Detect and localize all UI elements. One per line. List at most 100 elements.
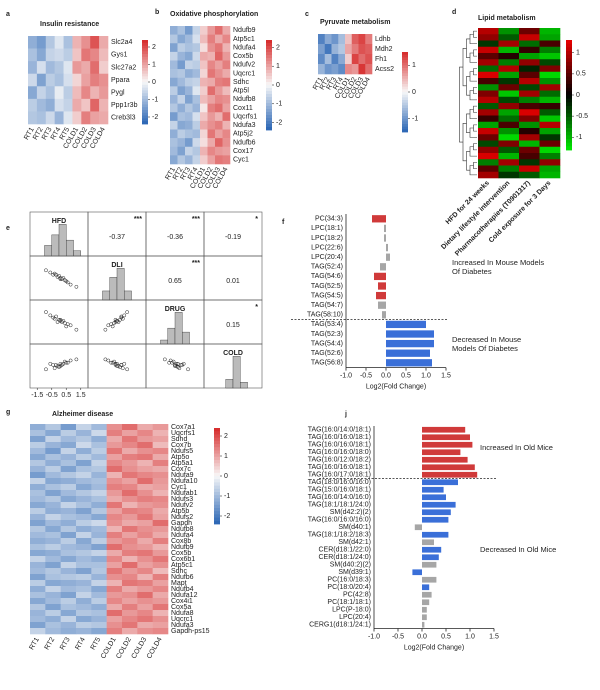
heatmap-cell <box>185 146 193 156</box>
heatmap-cell <box>60 508 77 515</box>
heatmap-cell <box>137 532 153 539</box>
bar <box>422 471 478 478</box>
heatmap-cell <box>152 544 169 551</box>
row-label: Cyc1 <box>171 484 187 491</box>
heatmap-cell <box>539 159 561 166</box>
colorbar-segment <box>142 112 148 116</box>
heatmap-cell <box>539 165 561 173</box>
bar <box>422 614 427 621</box>
heatmap-cell <box>91 622 107 629</box>
colorbar-segment <box>214 517 220 522</box>
colorbar-segment <box>566 131 572 136</box>
scatter-point <box>65 280 70 285</box>
heatmap-cell <box>519 78 540 85</box>
colorbar-segment <box>402 129 408 133</box>
category-label: PC(18:0/20:4) <box>327 584 371 591</box>
heatmap-cell <box>185 86 193 96</box>
scatter-point <box>58 277 63 281</box>
heatmap-cell <box>122 430 138 437</box>
heatmap-cell <box>60 532 77 539</box>
heatmap-cell <box>215 129 223 139</box>
scatter-point <box>58 361 63 366</box>
colorbar-tick-label: 0 <box>152 79 156 86</box>
dendrogram-branch <box>473 162 477 169</box>
category-label: TAG(53:4) <box>311 321 343 328</box>
heatmap-cell <box>207 77 216 87</box>
row-label: Ndufa9 <box>171 472 194 479</box>
colorbar-segment <box>566 106 572 111</box>
colorbar-tick-label: 1 <box>412 62 416 69</box>
heatmap-cell <box>60 454 77 461</box>
heatmap-cell <box>519 171 540 179</box>
row-label: Atp5c1 <box>171 562 193 569</box>
heatmap-cell <box>519 153 540 160</box>
colorbar-tick-label: 1 <box>152 61 156 68</box>
heatmap-cell <box>331 44 339 55</box>
heatmap-cell <box>30 628 46 635</box>
category-label: PC(34:3) <box>315 216 343 223</box>
category-label: CER(d18:1/22:0) <box>318 547 371 554</box>
heatmap-cell <box>106 574 123 581</box>
category-label: PC(18:1/18:1) <box>327 599 371 606</box>
bar <box>422 449 461 456</box>
row-label: Ndufa3 <box>233 122 256 129</box>
heatmap-cell <box>54 86 64 100</box>
heatmap-cell <box>28 111 38 125</box>
colorbar-segment <box>266 70 272 74</box>
heatmap-cell <box>106 424 123 431</box>
heatmap-cell <box>91 508 107 515</box>
colorbar-segment <box>402 68 408 72</box>
column-label: RT2 <box>44 636 57 651</box>
heatmap-cell <box>45 73 55 87</box>
heatmap-cell <box>63 73 73 87</box>
colorbar-segment <box>214 450 220 454</box>
heatmap-cell <box>200 103 208 113</box>
heatmap-cell <box>478 153 499 160</box>
category-label: SM(d42:1) <box>338 539 371 546</box>
heatmap-cell <box>539 121 561 129</box>
heatmap-cell <box>137 472 153 479</box>
heatmap-cell <box>81 73 91 87</box>
scatter-point <box>119 315 124 320</box>
heatmap-cell <box>345 34 353 45</box>
bar <box>422 509 451 516</box>
colorbar-segment <box>566 120 572 125</box>
heatmap-cell <box>91 448 107 455</box>
row-label: Cox7b <box>171 442 191 449</box>
row-label: Ndufb9 <box>171 544 194 551</box>
heatmap-cell <box>30 574 46 581</box>
colorbar-segment <box>402 105 408 109</box>
scatter-point <box>119 363 124 367</box>
colorbar-segment <box>266 43 272 47</box>
heatmap-cell <box>45 562 61 569</box>
column-label: COLD4 <box>146 636 164 660</box>
heatmap-cell <box>365 64 373 75</box>
heatmap-cell <box>99 36 109 49</box>
heatmap-cell <box>76 490 92 497</box>
colorbar-segment <box>566 142 572 147</box>
heatmap-cell <box>324 64 332 75</box>
heatmap-cell <box>152 562 169 569</box>
heatmap-cell <box>76 478 92 485</box>
scatter-point <box>103 327 108 332</box>
heatmap-cell <box>122 526 138 533</box>
colorbar-tick-label: 2 <box>152 44 156 51</box>
heatmap-cell <box>122 520 138 527</box>
heatmap-cell <box>60 580 77 587</box>
heatmap-cell <box>177 112 186 122</box>
colorbar-segment <box>214 431 220 435</box>
heatmap-cell <box>106 616 123 623</box>
heatmap-cell <box>478 140 499 148</box>
colorbar-segment <box>214 428 220 432</box>
category-label: LPC(18:1) <box>311 225 343 232</box>
heatmap-cell <box>519 121 540 129</box>
heatmap-cell <box>60 442 77 449</box>
heatmap-cell <box>539 78 561 85</box>
heatmap-cell <box>478 71 499 79</box>
heatmap-cell <box>91 514 107 521</box>
heatmap-cell <box>222 69 231 79</box>
heatmap-cell <box>192 129 201 139</box>
heatmap-cell <box>28 48 38 62</box>
colorbar-segment <box>214 440 220 445</box>
heatmap-cell <box>222 60 231 70</box>
